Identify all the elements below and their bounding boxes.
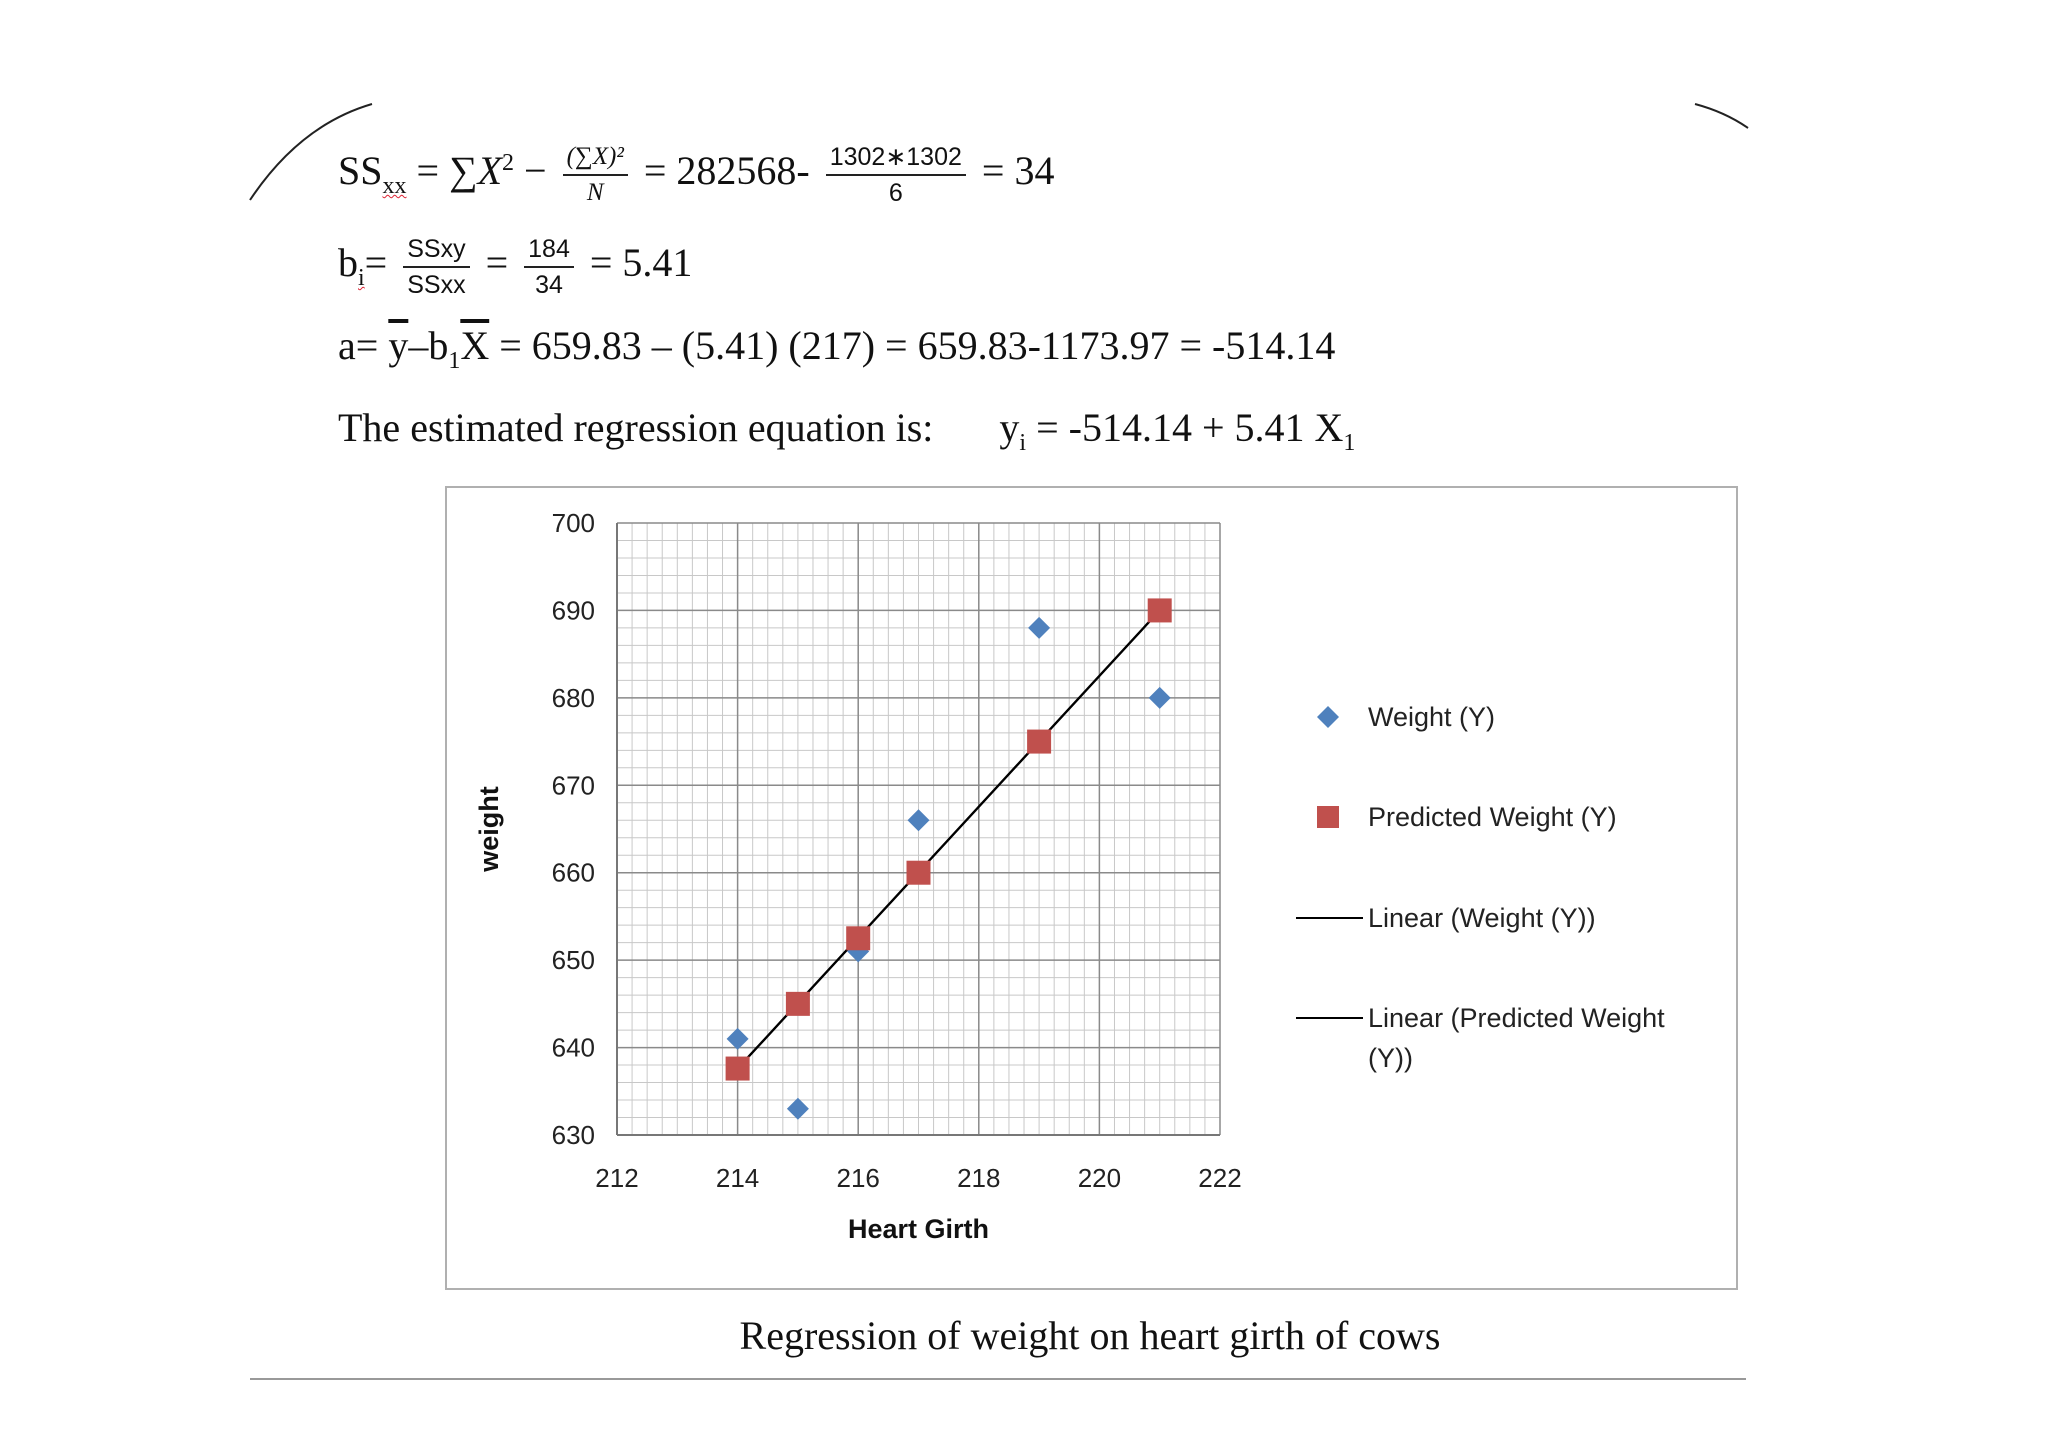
frac-numerator: 184 [524, 232, 574, 268]
predicted-weight-point [1147, 598, 1172, 623]
y-tick-label: 650 [552, 945, 595, 975]
legend-predicted-label: Predicted Weight (Y) [1368, 802, 1617, 832]
legend-weight-marker [1317, 706, 1339, 728]
predicted-weight-point [725, 1056, 750, 1081]
weight-point [1028, 616, 1051, 639]
frac-denominator: N [586, 179, 604, 206]
x-tick-label: 212 [595, 1163, 638, 1193]
minus-b: –b [408, 323, 449, 368]
regression-equation: The estimated regression equation is: yi… [338, 404, 1355, 457]
x-tick-label: 222 [1198, 1163, 1241, 1193]
y-tick-label: 670 [552, 770, 595, 800]
x-tick-label: 214 [716, 1163, 759, 1193]
slope-equals-2: = [475, 240, 519, 286]
weight-point [1148, 686, 1171, 709]
ssxx-value-sum: = 282568- [633, 148, 820, 194]
frac-numerator: (∑X)² [562, 140, 628, 176]
ssxx-lhs-sub: xx [382, 173, 407, 200]
predicted-weight-point [846, 926, 871, 951]
legend-weight-label: Weight (Y) [1368, 702, 1495, 732]
y-tick-label: 690 [552, 595, 595, 625]
ssxx-formula: SSxx = ∑X2 − (∑X)² N = 282568- 1302∗1302 6… [338, 140, 1054, 210]
y-axis-title: weight [474, 786, 504, 873]
frac-denominator: 34 [535, 271, 563, 299]
value-fraction: 184 34 [524, 232, 574, 302]
ssxy-over-ssxx-fraction: SSxy SSxx [403, 232, 470, 302]
chart-caption: Regression of weight on heart girth of c… [739, 1313, 1441, 1358]
legend-linear-predicted-label-line1: Linear (Predicted Weight [1368, 1003, 1665, 1033]
ssxx-equals: = [406, 148, 450, 194]
x-bar: X [460, 323, 490, 368]
y-tick-label: 640 [552, 1033, 595, 1063]
x-axis-title: Heart Girth [848, 1214, 989, 1244]
y-tick-label: 700 [552, 508, 595, 538]
equation-x-sub: 1 [1343, 430, 1356, 456]
chart-frame [445, 486, 1738, 1290]
b-subscript: 1 [448, 348, 461, 374]
slope-equals: = [364, 240, 398, 286]
frac-numerator: SSxy [403, 232, 470, 268]
intercept-lhs: a= [338, 323, 389, 368]
scatter-chart: 630 640 650 660 670 680 690 700 212 214 216 218 220 2… [474, 508, 1665, 1244]
legend-predicted-marker [1317, 806, 1339, 828]
y-tick-label: 680 [552, 683, 595, 713]
sum-x-squared-over-n-fraction: (∑X)² N [562, 140, 628, 210]
equation-label: The estimated regression equation is: [338, 405, 934, 450]
ssxx-lhs-main: SS [338, 148, 383, 194]
equation-rhs: = -514.14 + 5.41 X [1026, 405, 1344, 450]
slope-formula: bi= SSxy SSxx = 184 34 = 5.41 [338, 232, 692, 302]
y-tick-label: 660 [552, 858, 595, 888]
predicted-weight-point [785, 991, 810, 1016]
slope-lhs-sub: i [358, 265, 365, 292]
slope-result: = 5.41 [579, 240, 693, 286]
weight-point [726, 1027, 749, 1050]
n-squared-fraction: 1302∗1302 6 [825, 140, 966, 210]
frac-numerator: 1302∗1302 [825, 140, 966, 176]
bottom-rule [250, 1378, 1746, 1380]
x-tick-label: 216 [837, 1163, 880, 1193]
frac-denominator: SSxx [407, 271, 466, 299]
frac-denominator: 6 [888, 179, 903, 207]
intercept-formula: a= y–b1X = 659.83 – (5.41) (217) = 659.8… [338, 322, 1335, 375]
predicted-weight-point [906, 860, 931, 885]
x-tick-label: 218 [957, 1163, 1000, 1193]
slope-lhs-main: b [338, 240, 358, 286]
ssxx-result: = 34 [971, 148, 1055, 194]
ssxx-minus: − [514, 148, 557, 194]
ssxx-lhs: SSxx [338, 148, 407, 199]
sum-x: ∑X [449, 148, 503, 194]
legend-linear-weight-label: Linear (Weight (Y)) [1368, 903, 1596, 933]
equation-y-sub: i [1019, 430, 1027, 456]
x-tick-label: 220 [1078, 1163, 1121, 1193]
sum-x-exponent: 2 [502, 149, 515, 176]
intercept-computation: = 659.83 – (5.41) (217) = 659.83-1173.97… [489, 323, 1336, 368]
y-tick-label: 630 [552, 1120, 595, 1150]
predicted-weight-point [1027, 729, 1052, 754]
weight-point [786, 1097, 809, 1120]
weight-point [907, 809, 930, 832]
y-bar: y [388, 323, 409, 368]
legend-linear-predicted-label-line2: (Y)) [1368, 1043, 1413, 1073]
equation-y: y [999, 405, 1020, 450]
